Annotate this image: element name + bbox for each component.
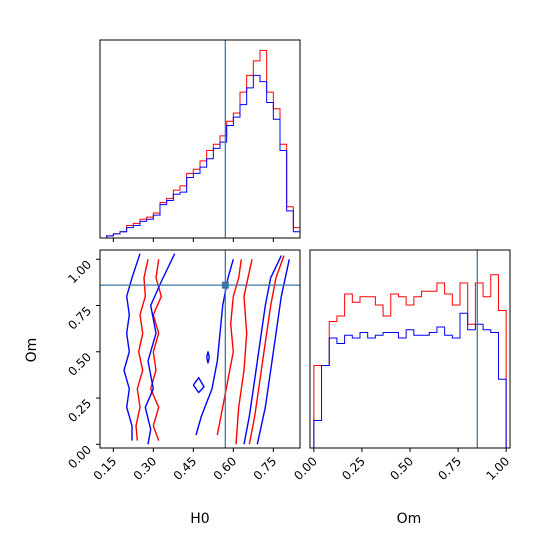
y-tick-label-om-0: 0.00 [65, 443, 94, 472]
contour-2 [123, 253, 141, 441]
x-axis-label-h0: H0 [190, 511, 209, 527]
y-axis-label-om: Om [24, 338, 40, 363]
h0-marginal-panel [99, 39, 301, 242]
contour-0 [135, 259, 149, 441]
x-axis-label-om: Om [397, 511, 422, 527]
h0-hist-1 [100, 74, 301, 239]
contour-9 [256, 259, 290, 445]
x-tick-label-om-4: 1.00 [483, 454, 512, 483]
contour-4 [216, 259, 242, 436]
contour-6 [235, 259, 253, 445]
x-tick-label-h0-4: 0.75 [251, 454, 280, 483]
y-tick-label-om-1: 0.25 [65, 396, 94, 425]
y-tick-label-om-4: 1.00 [65, 257, 94, 286]
om-marginal-panel: 0.00 0.25 0.50 0.75 1.00 [291, 249, 512, 483]
h0-om-frame [99, 249, 301, 449]
h0-marginal-frame [99, 39, 301, 239]
y-tick-label-om-3: 0.75 [65, 304, 94, 333]
x-tick-label-h0-2: 0.45 [171, 454, 200, 483]
om-hist-0 [310, 274, 510, 449]
truth-marker [221, 281, 229, 289]
x-tick-label-h0-3: 0.60 [211, 454, 240, 483]
x-tick-label-om-0: 0.00 [291, 454, 320, 483]
h0-hist-0 [100, 49, 301, 239]
contour-group [123, 253, 290, 445]
contour-3 [144, 253, 176, 445]
contour-8 [243, 255, 282, 445]
om-hist-1 [310, 312, 510, 449]
contour-1 [150, 259, 162, 441]
x-tick-label-h0-1: 0.30 [131, 454, 160, 483]
x-tick-label-om-3: 0.75 [435, 454, 464, 483]
contour-11 [206, 351, 210, 364]
x-tick-label-om-1: 0.25 [339, 454, 368, 483]
contour-10 [192, 377, 205, 394]
x-tick-label-h0-0: 0.15 [91, 454, 120, 483]
h0-om-2d-panel: 0.15 0.30 0.45 0.60 0.75 0.00 0.25 0.50 0.75 1.00 [65, 249, 301, 483]
contour-5 [248, 255, 285, 445]
om-marginal-frame [309, 249, 511, 449]
x-tick-label-om-2: 0.50 [387, 454, 416, 483]
y-tick-label-om-2: 0.50 [65, 350, 94, 379]
